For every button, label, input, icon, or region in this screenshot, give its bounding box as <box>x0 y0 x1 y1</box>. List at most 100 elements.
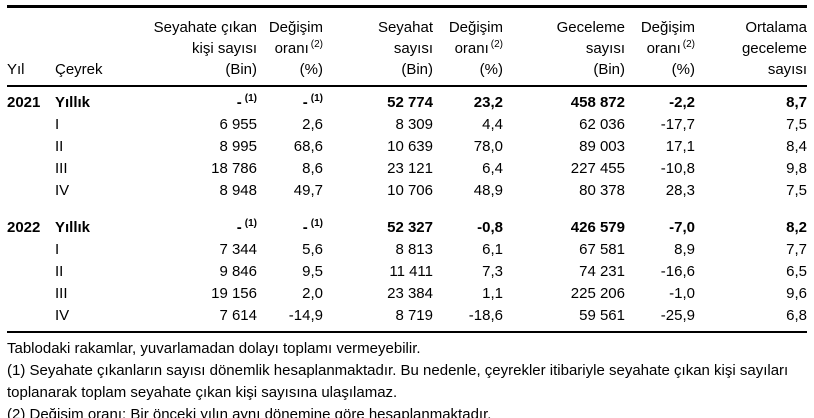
value-cell: 49,7 <box>293 182 323 199</box>
value-cell: 8 948 <box>219 182 257 199</box>
value-cell: 8 309 <box>395 116 433 133</box>
value-cell: 80 378 <box>579 182 625 199</box>
year-cell <box>7 239 55 261</box>
table-row: 2022 Yıllık - (1) - (1) 52 327 -0,8 426 579 -7,0 8… <box>7 212 807 239</box>
value-cell: 9,6 <box>786 285 807 302</box>
quarter-cell: III <box>55 160 68 177</box>
value-cell: 227 455 <box>570 160 625 177</box>
value-cell: 11 411 <box>389 263 433 280</box>
footnote-ref-icon: (1) <box>244 93 257 104</box>
value-cell: -10,8 <box>660 160 695 177</box>
value-cell: 6 955 <box>219 116 257 133</box>
year-cell <box>7 180 55 202</box>
header-ceyrek: Çeyrek <box>55 6 121 87</box>
value-cell: 8 995 <box>219 138 257 155</box>
value-cell: 8,9 <box>674 241 695 258</box>
value-cell: -25,9 <box>660 307 695 324</box>
value-cell: 9,8 <box>786 160 807 177</box>
value-cell: -18,6 <box>468 307 503 324</box>
footnote-ref-icon: (1) <box>310 218 323 229</box>
value-cell: 6,8 <box>786 307 807 324</box>
value-cell: 89 003 <box>579 138 625 155</box>
value-cell: - (1) <box>302 93 323 112</box>
quarter-cell: Yıllık <box>55 219 91 236</box>
quarter-cell: I <box>55 116 60 133</box>
table-row: 2021 Yıllık - (1) - (1) 52 774 23,2 458 872 -2,2 8… <box>7 86 807 114</box>
value-cell: - (1) <box>236 93 257 112</box>
value-cell: 225 206 <box>570 285 625 302</box>
value-cell: 426 579 <box>570 219 625 236</box>
footnote-ref-icon: (2) <box>310 39 323 50</box>
header-seyahat-sayisi: Seyahat sayısı (Bin) <box>323 6 433 87</box>
header-yil: Yıl <box>7 6 55 87</box>
value-cell: 7,5 <box>786 182 807 199</box>
value-cell: -16,6 <box>660 263 695 280</box>
quarter-cell: IV <box>55 182 70 199</box>
value-cell: 74 231 <box>579 263 625 280</box>
value-cell: 8,2 <box>786 219 807 236</box>
footnote-text: Tablodaki rakamlar, yuvarlamadan dolayı … <box>7 340 421 357</box>
value-cell: 23 384 <box>387 285 433 302</box>
value-cell: - (1) <box>236 218 257 237</box>
header-degisim-orani-2: Değişim oranı (2) (%) <box>433 6 503 87</box>
year-cell: 2021 <box>7 94 41 111</box>
header-degisim-orani-3: Değişim oranı (2) (%) <box>625 6 695 87</box>
year-cell <box>7 136 55 158</box>
value-cell: 23,2 <box>473 94 503 111</box>
value-cell: 9,5 <box>302 263 323 280</box>
value-cell: 458 872 <box>570 94 625 111</box>
value-cell: 18 786 <box>211 160 257 177</box>
quarter-cell: Yıllık <box>55 94 91 111</box>
value-cell: 28,3 <box>665 182 695 199</box>
table-row: I 7 344 5,6 8 813 6,1 67 581 8,9 7,7 <box>7 239 807 261</box>
header-row: Yıl Çeyrek Seyahate çıkan kişi sayısı (Bin… <box>7 6 807 87</box>
table-row: IV 8 948 49,7 10 706 48,9 80 378 28,3 7,5 <box>7 180 807 202</box>
value-cell: 17,1 <box>665 138 695 155</box>
value-cell: 8,6 <box>302 160 323 177</box>
table-row: II 8 995 68,6 10 639 78,0 89 003 17,1 8,4 <box>7 136 807 158</box>
header-geceleme-sayisi: Geceleme sayısı (Bin) <box>503 6 625 87</box>
value-cell: 2,0 <box>302 285 323 302</box>
value-cell: 7,7 <box>786 241 807 258</box>
value-cell: 23 121 <box>387 160 433 177</box>
value-cell: -7,0 <box>669 219 695 236</box>
value-cell: 10 639 <box>387 138 433 155</box>
header-ortalama-geceleme-sayisi: Ortalama geceleme sayısı <box>695 6 807 87</box>
value-cell: - (1) <box>302 218 323 237</box>
value-cell: 67 581 <box>579 241 625 258</box>
table-row: IV 7 614 -14,9 8 719 -18,6 59 561 -25,9 6,8 <box>7 305 807 332</box>
year-cell <box>7 114 55 136</box>
travel-statistics-table: Yıl Çeyrek Seyahate çıkan kişi sayısı (Bin… <box>7 5 807 333</box>
value-cell: 78,0 <box>473 138 503 155</box>
value-cell: 10 706 <box>387 182 433 199</box>
year-cell <box>7 158 55 180</box>
table-row: III 19 156 2,0 23 384 1,1 225 206 -1,0 9,6 <box>7 283 807 305</box>
value-cell: 9 846 <box>219 263 257 280</box>
value-cell: 7,3 <box>482 263 503 280</box>
footnote-ref-icon: (2) <box>682 39 695 50</box>
quarter-cell: II <box>55 138 64 155</box>
value-cell: -14,9 <box>288 307 323 324</box>
year-cell: 2022 <box>7 219 41 236</box>
footnote-text: (2) Değişim oranı: Bir önceki yılın aynı… <box>7 406 492 418</box>
value-cell: 6,5 <box>786 263 807 280</box>
value-cell: 62 036 <box>579 116 625 133</box>
header-degisim-orani-1: Değişim oranı (2) (%) <box>257 6 323 87</box>
footnote-ref-icon: (2) <box>490 39 503 50</box>
value-cell: 8,4 <box>786 138 807 155</box>
year-cell <box>7 305 55 332</box>
value-cell: 8,7 <box>786 94 807 111</box>
table-body: 2021 Yıllık - (1) - (1) 52 774 23,2 458 872 -2,2 8… <box>7 86 807 332</box>
value-cell: 1,1 <box>482 285 503 302</box>
value-cell: -1,0 <box>669 285 695 302</box>
value-cell: 4,4 <box>482 116 503 133</box>
value-cell: 52 774 <box>387 94 433 111</box>
value-cell: 6,4 <box>482 160 503 177</box>
header-seyahate-cikan-kisi-sayisi: Seyahate çıkan kişi sayısı (Bin) <box>121 6 257 87</box>
quarter-cell: I <box>55 241 60 258</box>
group-spacer-row <box>7 202 807 212</box>
value-cell: 68,6 <box>293 138 323 155</box>
value-cell: 8 813 <box>395 241 433 258</box>
table-row: I 6 955 2,6 8 309 4,4 62 036 -17,7 7,5 <box>7 114 807 136</box>
value-cell: 7 344 <box>219 241 257 258</box>
